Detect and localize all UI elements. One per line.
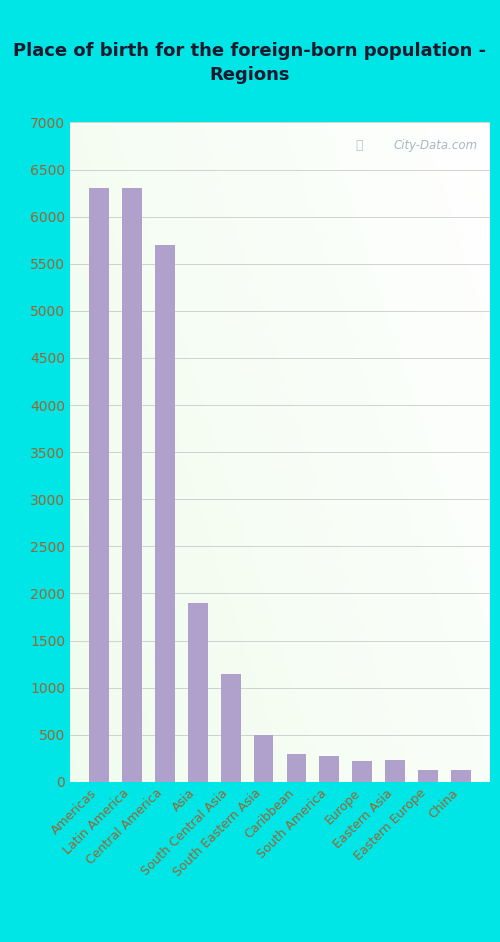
- Bar: [254, 735, 274, 782]
- Bar: [418, 770, 438, 782]
- Bar: [386, 760, 405, 782]
- Bar: [188, 603, 208, 782]
- Bar: [286, 754, 306, 782]
- Bar: [89, 188, 109, 782]
- Text: City-Data.com: City-Data.com: [394, 139, 477, 152]
- Bar: [352, 761, 372, 782]
- Bar: [320, 755, 339, 782]
- Bar: [155, 245, 174, 782]
- Bar: [221, 674, 240, 782]
- Text: Place of birth for the foreign-born population -
Regions: Place of birth for the foreign-born popu…: [14, 42, 486, 84]
- Bar: [122, 188, 142, 782]
- Text: ⓘ: ⓘ: [356, 139, 363, 152]
- Bar: [451, 770, 471, 782]
